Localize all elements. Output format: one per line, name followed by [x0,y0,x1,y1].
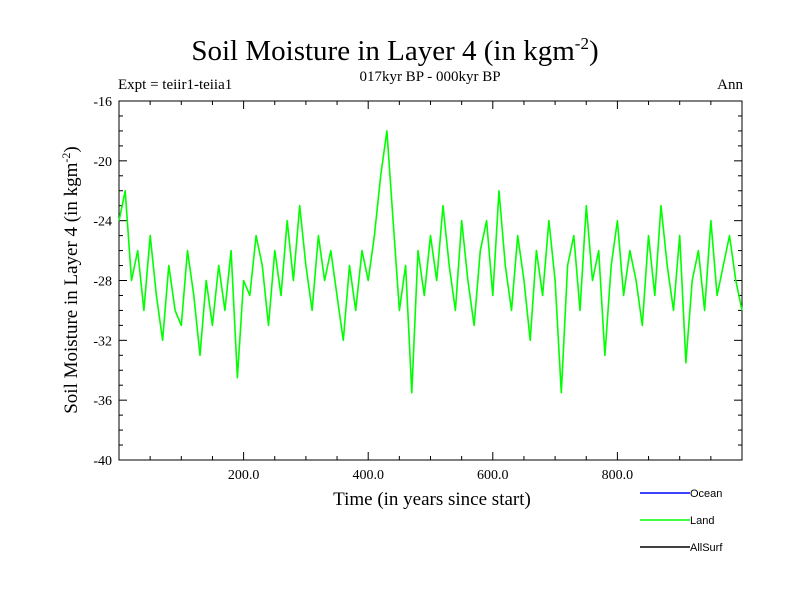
y-axis: -40 -36 -32 -28 -24 -20 -16 [93,95,742,469]
legend-label-ocean: Ocean [690,488,722,500]
y-tick-label: -32 [93,334,112,349]
chart-title: Soil Moisture in Layer 4 (in kgm-2) [191,34,598,67]
y-tick-label: -24 [93,215,112,230]
y-axis-label: Soil Moisture in Layer 4 (in kgm-2) [59,146,82,414]
title-close: ) [589,35,599,67]
y-tick-label: -20 [93,155,112,170]
legend: Ocean Land AllSurf [640,488,723,554]
y-tick-label: -36 [93,394,112,409]
x-tick-label: 200.0 [228,468,260,483]
title-main: Soil Moisture in Layer 4 (in kgm [191,35,575,67]
y-tick-label: -40 [93,454,112,469]
ylabel-exponent: -2 [59,153,73,163]
y-tick-label: -28 [93,275,112,290]
title-exponent: -2 [575,34,589,53]
x-axis-label: Time (in years since start) [333,489,531,510]
legend-label-land: Land [690,515,714,527]
series-line-land [118,130,743,394]
x-axis: 200.0 400.0 600.0 800.0 [149,101,712,483]
x-tick-label: 800.0 [602,468,634,483]
season-label: Ann [717,77,743,93]
ylabel-close: ) [61,146,82,152]
y-tick-label: -16 [93,95,112,110]
experiment-label: Expt = teiir1-teiia1 [118,77,232,93]
x-tick-label: 400.0 [352,468,384,483]
series-layer [118,130,743,394]
chart-subtitle: 017kyr BP - 000kyr BP [359,69,500,85]
x-tick-label: 600.0 [477,468,509,483]
legend-label-allsurf: AllSurf [690,542,723,554]
ylabel-main: Soil Moisture in Layer 4 (in kgm [61,162,82,413]
plot-frame [118,100,743,461]
